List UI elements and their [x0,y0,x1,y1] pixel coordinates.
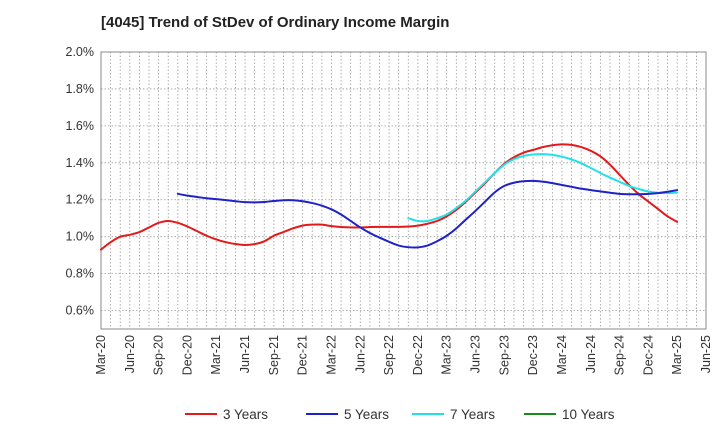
y-tick-label: 1.6% [66,119,95,133]
y-tick-label: 2.0% [66,45,95,59]
series-line-5-years [176,179,679,249]
x-tick-label: Jun-20 [123,335,137,373]
grid-layer [101,52,706,329]
x-tick-label: Mar-21 [209,335,223,375]
y-tick-label: 0.8% [66,267,95,281]
x-tick-label: Mar-23 [440,335,454,375]
x-tick-label: Sep-24 [613,335,627,375]
y-tick-label: 1.4% [66,156,95,170]
x-tick-label: Dec-23 [526,335,540,375]
x-tick-label: Dec-24 [641,335,655,375]
x-tick-label: Jun-21 [238,335,252,373]
y-tick-label: 1.2% [66,193,95,207]
x-tick-label: Mar-22 [324,335,338,375]
legend-label: 7 Years [450,407,495,422]
legend-label: 10 Years [562,407,615,422]
x-tick-label: Sep-23 [497,335,511,375]
x-tick-label: Dec-22 [411,335,425,375]
x-tick-label: Jun-22 [353,335,367,373]
legend-label: 3 Years [223,407,268,422]
x-tick-label: Jun-24 [584,335,598,373]
legend-label: 5 Years [344,407,389,422]
x-tick-label: Mar-25 [670,335,684,375]
x-tick-label: Sep-20 [152,335,166,375]
plot-area-border [100,51,707,330]
x-tick-label: Dec-20 [180,335,194,375]
y-tick-label: 1.0% [66,230,95,244]
x-tick-label: Dec-21 [296,335,310,375]
series-line-3-years [100,143,679,251]
x-tick-label: Jun-23 [469,335,483,373]
x-tick-label: Sep-22 [382,335,396,375]
x-tick-label: Mar-20 [94,335,108,375]
y-tick-label: 0.6% [66,304,95,318]
x-tick-label: Jun-25 [699,335,713,373]
y-tick-label: 1.8% [66,82,95,96]
legend: 3 Years 5 Years 7 Years 10 Years [185,407,615,422]
series-line-7-years [407,153,679,223]
x-tick-label: Sep-21 [267,335,281,375]
chart-title: [4045] Trend of StDev of Ordinary Income… [101,14,450,31]
axes-layer: 0.6% 0.8% 1.0% 1.2% 1.4% 1.6% 1.8% 2.0% Mar-20 Ju… [66,45,714,375]
series-layer [100,143,679,251]
x-tick-label: Mar-24 [555,335,569,375]
